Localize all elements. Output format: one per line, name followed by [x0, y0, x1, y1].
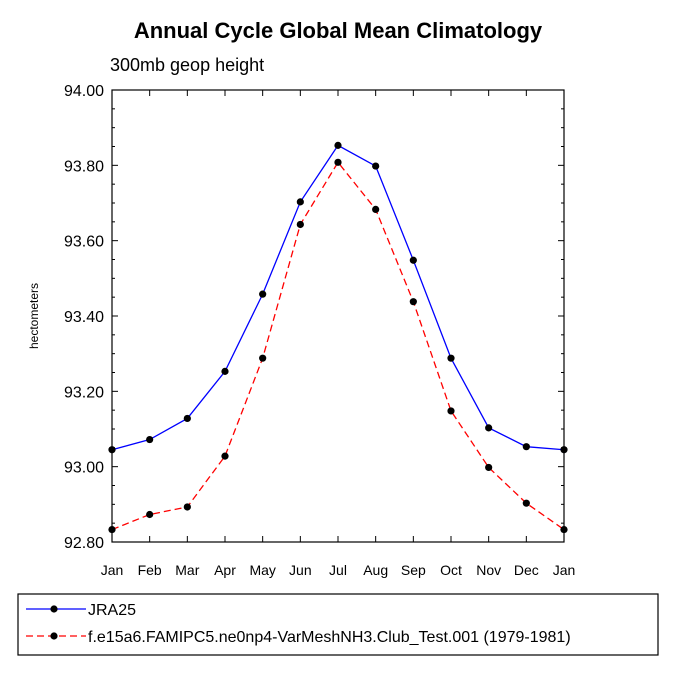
x-tick-label: Feb [138, 562, 162, 578]
data-point-marker [183, 414, 191, 423]
data-point-marker [108, 525, 116, 534]
x-tick-label: Oct [440, 562, 462, 578]
data-point-marker [334, 158, 342, 166]
data-point-marker [560, 525, 568, 534]
x-tick-label: May [249, 562, 275, 578]
data-point-marker [183, 503, 191, 511]
x-tick-label: Jan [101, 562, 124, 578]
y-axis-ticks: 92.80 93.00 93.20 93.40 93.60 93.80 94.00 [64, 83, 564, 552]
data-point-marker [259, 290, 267, 298]
chart-title: Annual Cycle Global Mean Climatology [134, 18, 543, 43]
y-tick-label: 93.80 [64, 158, 104, 175]
x-tick-label: Jul [329, 562, 347, 578]
data-point-marker [334, 141, 342, 149]
y-tick-label: 92.80 [64, 535, 104, 552]
data-point-marker [146, 510, 154, 519]
x-tick-label: Nov [476, 562, 501, 578]
legend-label: JRA25 [88, 602, 136, 619]
legend-box [17, 593, 659, 656]
x-tick-label: Sep [401, 562, 426, 578]
legend-marker-sample [50, 605, 58, 613]
y-tick-label: 93.40 [64, 309, 104, 326]
data-point-marker [447, 354, 455, 362]
y-tick-label: 93.60 [64, 234, 104, 251]
legend-label: f.e15a6.FAMIPC5.ne0np4-VarMeshNH3.Club_T… [88, 629, 571, 646]
data-point-marker [259, 354, 267, 362]
x-tick-label: Dec [514, 562, 539, 578]
x-tick-label: Apr [214, 562, 236, 578]
y-axis-label: hectometers [27, 283, 41, 349]
y-tick-label: 94.00 [64, 83, 104, 100]
x-tick-label: Jan [553, 562, 576, 578]
y-tick-label: 93.00 [64, 460, 104, 477]
chart-subtitle: 300mb geop height [110, 55, 264, 75]
data-point-marker [296, 220, 304, 229]
data-point-marker [447, 407, 455, 415]
x-tick-label: Jun [289, 562, 312, 578]
series-layer [108, 141, 568, 534]
data-point-marker [108, 446, 116, 454]
data-point-marker [522, 443, 530, 451]
data-point-marker [372, 162, 380, 170]
data-point-marker [221, 452, 229, 460]
series-line [111, 144, 565, 451]
data-point-marker [560, 446, 568, 454]
data-point-marker [146, 435, 154, 444]
data-point-marker [409, 298, 417, 306]
data-point-marker [221, 367, 229, 375]
data-point-marker [485, 424, 493, 432]
data-point-marker [372, 205, 380, 214]
data-point-marker [296, 198, 304, 206]
plot-frame [111, 89, 565, 543]
legend: JRA25 f.e15a6.FAMIPC5.ne0np4-VarMeshNH3.C… [26, 602, 571, 646]
x-axis-ticks: Jan Feb Mar Apr May Jun Jul Aug Sep Oct Nov Dec Jan [101, 90, 576, 578]
data-point-marker [485, 463, 493, 472]
data-point-marker [409, 256, 417, 264]
data-point-marker [522, 499, 530, 507]
legend-marker-sample [50, 632, 58, 640]
series-line [111, 161, 565, 531]
x-tick-label: Aug [363, 562, 388, 578]
x-tick-label: Mar [175, 562, 199, 578]
y-tick-label: 93.20 [64, 384, 104, 401]
